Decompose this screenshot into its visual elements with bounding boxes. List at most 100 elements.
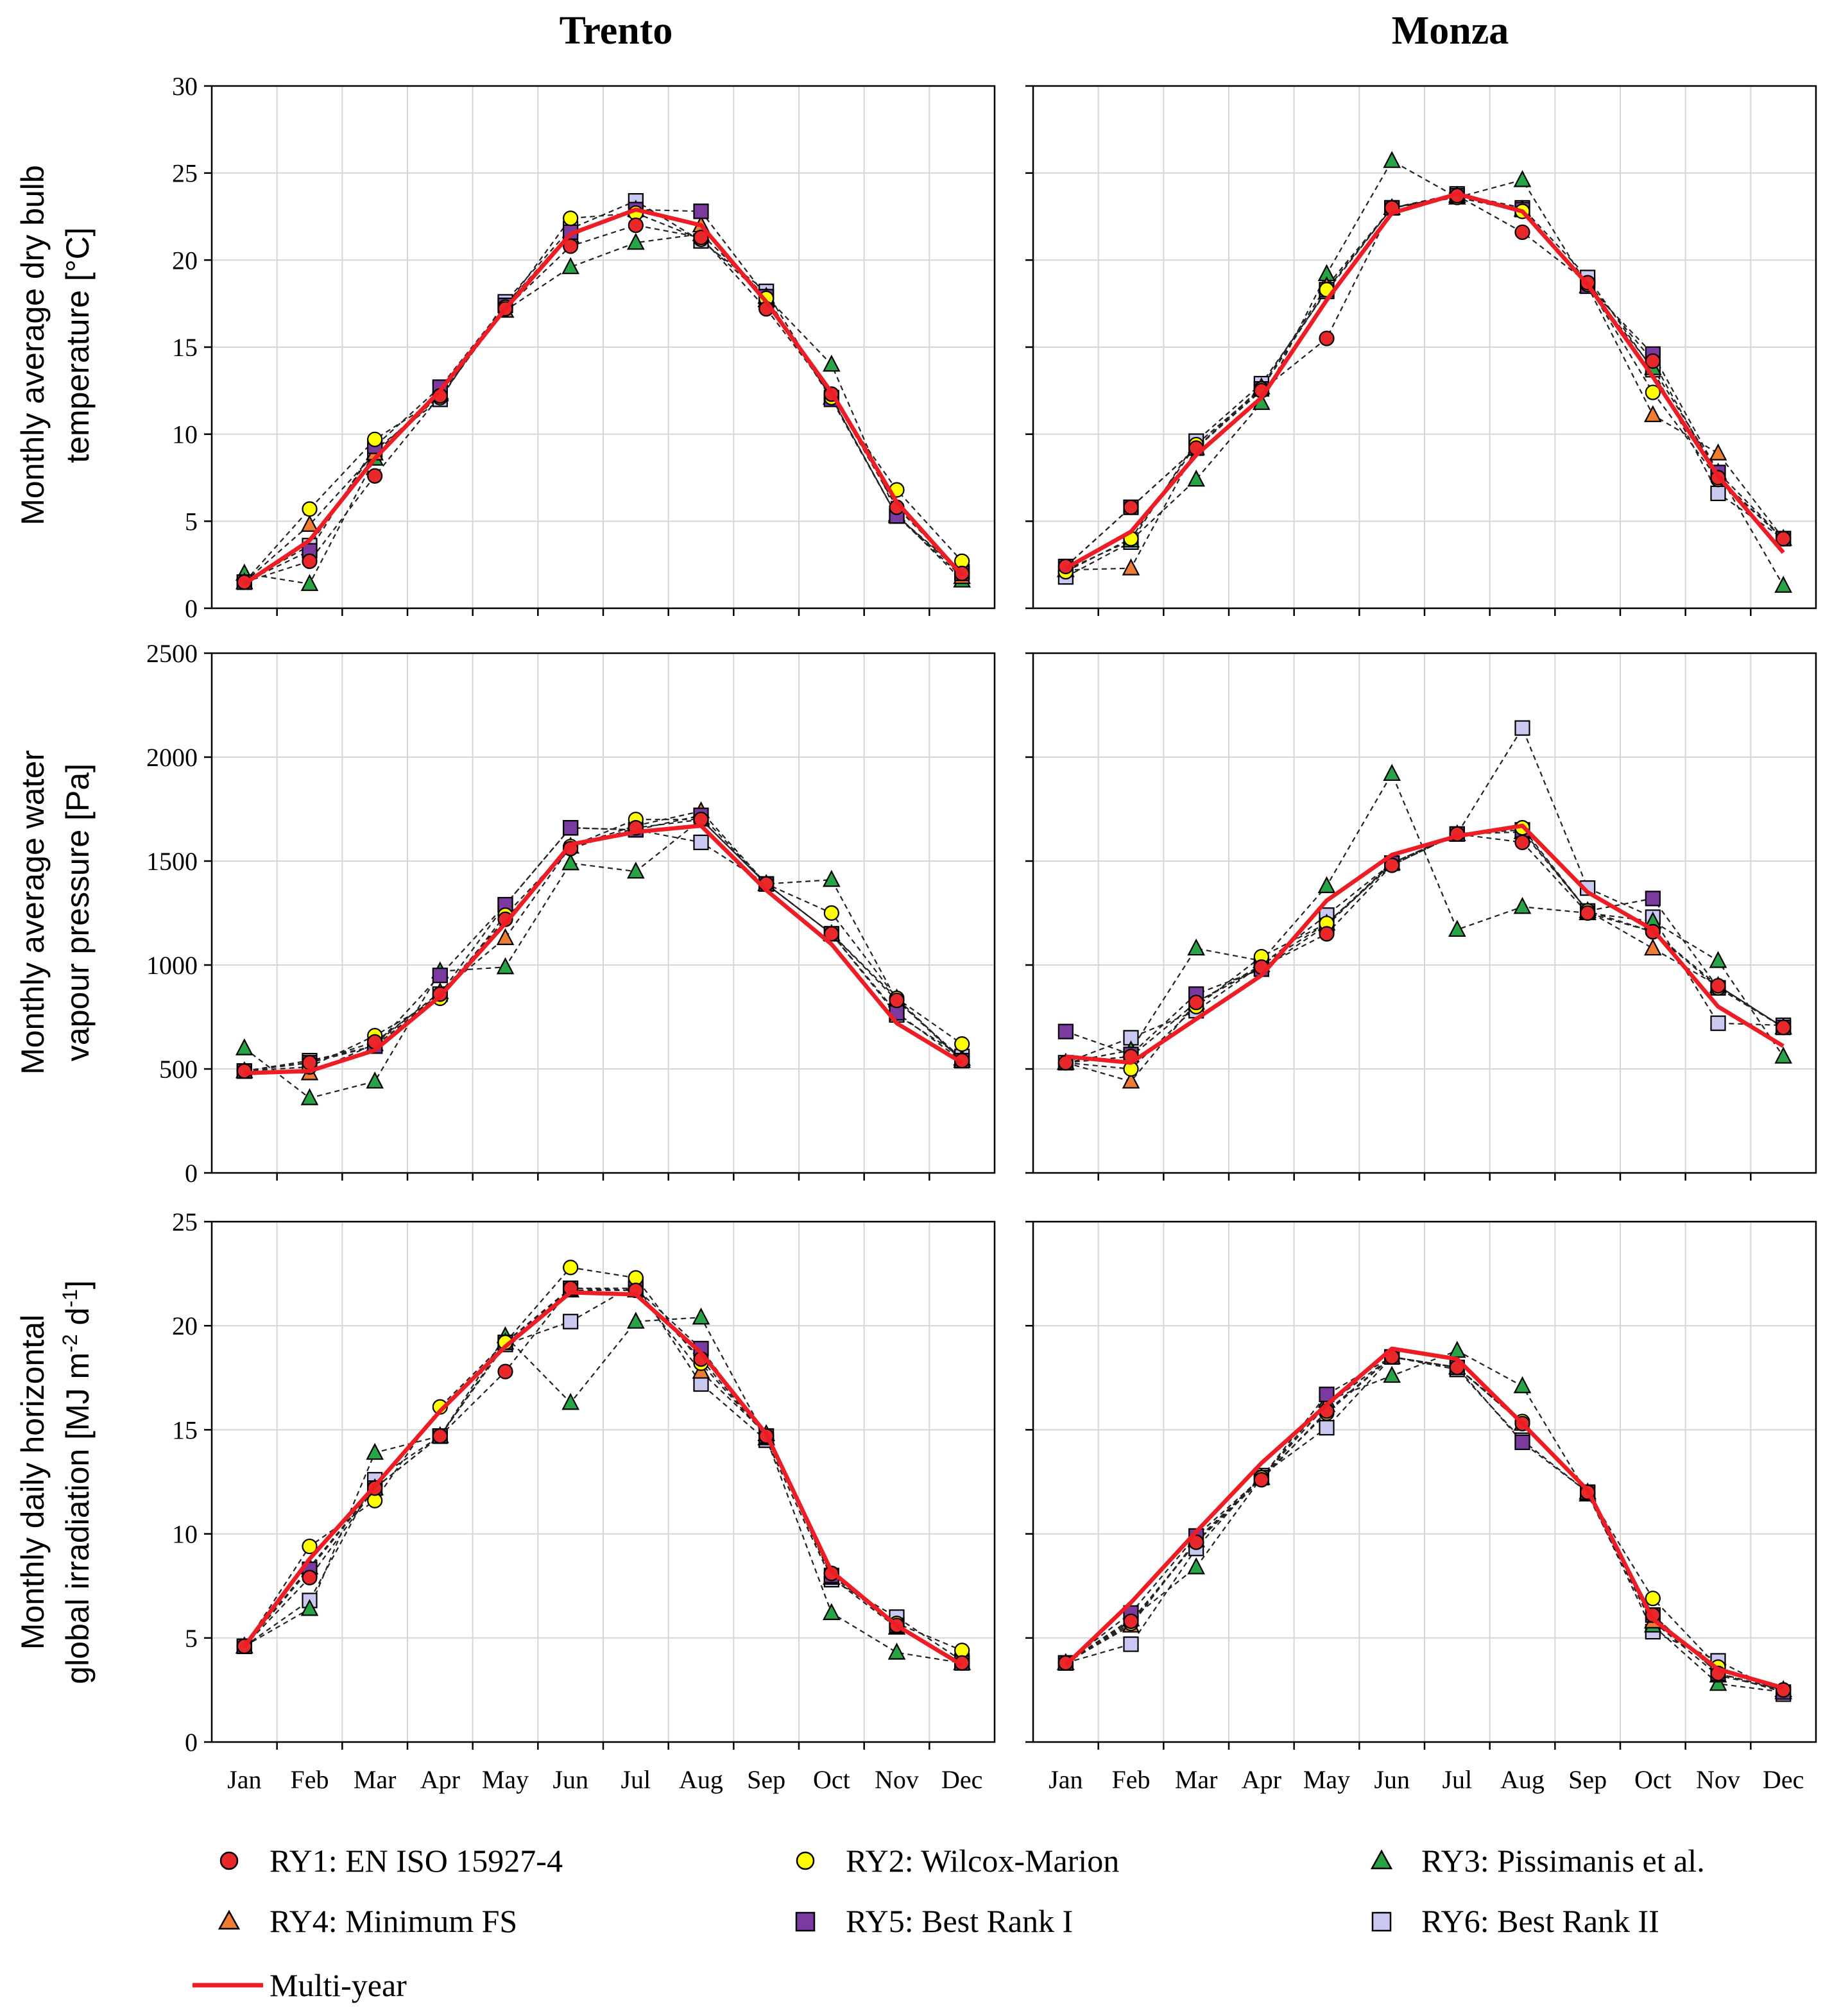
data-point-ry1	[367, 468, 383, 484]
series-line-ry3	[1065, 1349, 1784, 1693]
series-line-multi-year	[1064, 1346, 1785, 1690]
x-tick-label: Jul	[1442, 1765, 1472, 1794]
row-label-vapour-pressure: Monthly average water vapour pressure [P…	[15, 750, 96, 1075]
y-tick-label: 15	[172, 1415, 198, 1444]
x-tick-label: May	[1303, 1765, 1350, 1794]
data-point-ry6	[1319, 1420, 1335, 1436]
y-tick-label: 1500	[146, 847, 198, 876]
x-tick-label: Jan	[227, 1765, 261, 1794]
y-tick-label: 0	[185, 1728, 198, 1757]
chart-panel-3: 0 500 1000 1500 2000 2500	[146, 639, 996, 1188]
legend-item-ry2: RY2: Wilcox-Marion	[796, 1843, 1119, 1879]
x-tick-label: Nov	[875, 1765, 919, 1794]
y-tick-label: 10	[172, 1520, 198, 1549]
data-point-ry1	[889, 992, 905, 1009]
legend-item-ry3: RY3: Pissimanis et al.	[1370, 1843, 1705, 1879]
data-point-ry3	[300, 1599, 319, 1616]
series-line-ry3	[244, 818, 963, 1099]
data-point-ry1	[432, 1428, 448, 1444]
data-point-ry1	[1319, 330, 1335, 346]
series-line-ry3	[244, 233, 963, 585]
data-point-ry5	[1057, 1023, 1074, 1039]
data-point-ry3	[1187, 938, 1205, 956]
x-tick-label: Jun	[1374, 1765, 1410, 1794]
data-point-ry1	[1384, 857, 1400, 873]
svg-text:Monthly daily horizontal: Monthly daily horizontal	[15, 1315, 51, 1650]
data-point-ry3	[1448, 1340, 1466, 1358]
svg-text:Monthly average dry bulb: Monthly average dry bulb	[15, 165, 51, 525]
x-tick-label: Dec	[941, 1765, 982, 1794]
column-title-trento: Trento	[560, 9, 673, 53]
data-point-ry2	[1645, 1591, 1661, 1607]
y-tick-label: 20	[172, 246, 198, 275]
y-tick-label: 20	[172, 1311, 198, 1340]
legend-marker-ry5	[795, 1911, 816, 1932]
data-point-ry1	[693, 229, 709, 246]
data-point-ry3	[627, 861, 645, 879]
legend-marker-ry3	[1370, 1849, 1393, 1870]
data-point-ry1	[497, 1363, 513, 1380]
data-point-ry3	[1187, 469, 1205, 487]
data-point-ry3	[300, 574, 319, 592]
data-point-ry3	[1774, 576, 1792, 593]
series-line-ry3	[1065, 772, 1785, 1064]
chart-panel-1: 0 5 10 15 20 25 30	[172, 72, 996, 623]
x-tick-label: Jan	[1049, 1765, 1083, 1794]
x-tick-label: Apr	[1242, 1765, 1281, 1794]
data-point-ry1	[1188, 995, 1204, 1011]
series-line-ry2	[1065, 196, 1784, 573]
data-point-ry6	[563, 1313, 579, 1329]
data-point-ry4	[1122, 558, 1140, 576]
data-point-ry3	[1513, 170, 1532, 187]
data-point-ry1	[823, 926, 839, 942]
svg-text:global irradiation [MJ m-2 d-1: global irradiation [MJ m-2 d-1]	[58, 1280, 96, 1684]
y-tick-label: 0	[185, 594, 198, 623]
data-point-ry4	[1709, 443, 1727, 461]
data-point-ry3	[1383, 151, 1401, 168]
series-line-ry6	[1065, 726, 1784, 1064]
legend-marker-ry4	[218, 1909, 241, 1930]
data-point-ry1	[1253, 1472, 1269, 1488]
legend-item-ry6: RY6: Best Rank II	[1371, 1903, 1659, 1939]
data-point-ry3	[1317, 876, 1336, 893]
series-line-multi-year	[244, 823, 963, 1075]
data-point-ry2	[1645, 384, 1661, 400]
chart-panel-5: 0 5 10 15 20 25 Jan Feb Mar Apr May Jun Jul Aug Sep Oct…	[172, 1208, 996, 1794]
x-tick-label: Feb	[1112, 1765, 1151, 1794]
series-line-ry5	[1065, 829, 1784, 1055]
x-tick-label: May	[482, 1765, 529, 1794]
x-tick-label: Nov	[1696, 1765, 1740, 1794]
legend-item-ry5: RY5: Best Rank I	[795, 1903, 1073, 1939]
chart-panels: 0 5 10 15 20 25 30 0 500 1000 1500 2000 2500 0 5 10 15 20…	[146, 72, 1817, 1794]
series-line-ry5	[1065, 194, 1784, 567]
series-line-ry6	[244, 200, 963, 583]
data-point-ry1	[1710, 978, 1726, 994]
data-point-ry3	[1709, 1673, 1727, 1691]
x-tick-label: Mar	[1175, 1765, 1218, 1794]
chart-panel-2	[1025, 85, 1817, 616]
row-label-temperature: Monthly average dry bulb temperature [°C…	[15, 165, 96, 525]
data-point-ry3	[496, 957, 515, 975]
x-tick-label: Oct	[813, 1765, 850, 1794]
chart-panel-4	[1025, 652, 1817, 1181]
data-point-ry4	[1644, 405, 1662, 422]
x-tick-label: Dec	[1763, 1765, 1804, 1794]
data-point-ry2	[367, 431, 383, 447]
data-point-ry3	[1448, 919, 1466, 937]
series-line-ry4	[243, 1289, 963, 1664]
data-point-ry5	[1514, 1434, 1530, 1450]
data-point-ry6	[693, 834, 709, 850]
y-tick-label: 1000	[146, 951, 198, 980]
data-point-ry5	[693, 203, 709, 219]
legend-label-ry5: RY5: Best Rank I	[846, 1903, 1073, 1939]
data-point-ry6	[1514, 720, 1530, 736]
legend-marker-ry1	[219, 1851, 239, 1870]
series-line-ry1	[1065, 833, 1784, 1064]
series-line-ry5	[1065, 1356, 1784, 1693]
data-point-ry1	[628, 217, 644, 234]
y-tick-label: 0	[185, 1159, 198, 1188]
svg-text:Monthly average water: Monthly average water	[15, 750, 51, 1075]
data-point-ry6	[1710, 1015, 1726, 1031]
series-line-ry3	[1065, 160, 1785, 586]
